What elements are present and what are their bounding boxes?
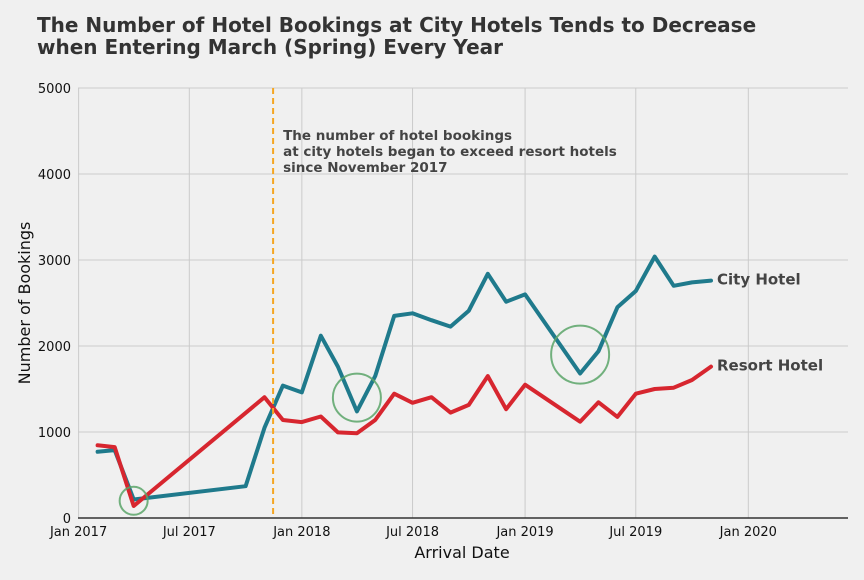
y-axis-label: Number of Bookings [15,222,34,385]
annotation-text: The number of hotel bookings [283,128,512,144]
annotation-text: since November 2017 [283,160,447,176]
y-tick-label: 1000 [38,426,71,441]
x-axis-label: Arrival Date [414,543,509,562]
x-tick-label: Jul 2017 [162,525,216,540]
chart-title-line-1: The Number of Hotel Bookings at City Hot… [37,13,756,37]
chart-title-line-2: when Entering March (Spring) Every Year [37,35,503,59]
y-tick-label: 4000 [38,168,71,183]
y-tick-label: 3000 [38,254,71,269]
series-label: City Hotel [717,271,801,289]
annotation-text: at city hotels began to exceed resort ho… [283,144,617,160]
series-label: Resort Hotel [717,357,823,375]
series-layer: City Hotel Resort Hotel [97,256,823,506]
x-tick-label: Jan 2017 [49,525,107,540]
x-tick-label: Jan 2018 [272,525,330,540]
x-tick-label: Jan 2019 [495,525,553,540]
x-tick-label: Jul 2018 [385,525,439,540]
highlight-circle [333,374,381,422]
x-tick-label: Jul 2019 [608,525,662,540]
y-tick-label: 5000 [38,82,71,97]
x-tick-label: Jan 2020 [719,525,777,540]
y-tick-label: 2000 [38,340,71,355]
